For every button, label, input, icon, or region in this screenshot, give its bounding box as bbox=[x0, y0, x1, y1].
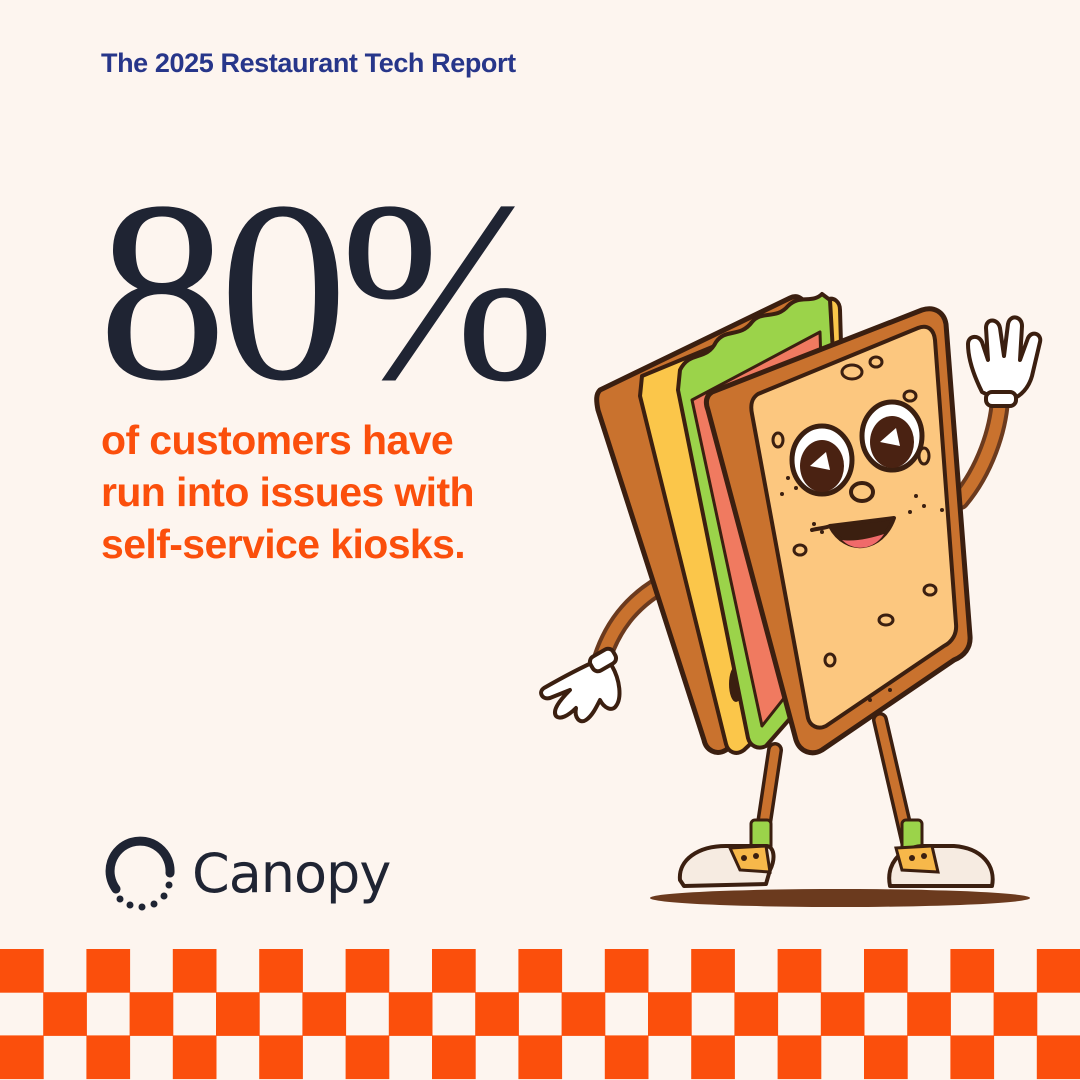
checker-square bbox=[86, 1035, 131, 1080]
checker-square bbox=[518, 1035, 563, 1080]
stat-caption-line: self-service kiosks. bbox=[101, 521, 466, 567]
checker-square bbox=[172, 1035, 217, 1080]
stat-value: 80% bbox=[98, 148, 555, 434]
checker-square bbox=[648, 992, 692, 1036]
checker-square bbox=[1036, 1035, 1080, 1080]
checker-square bbox=[993, 992, 1038, 1036]
checker-square bbox=[302, 992, 347, 1036]
left-glove-icon bbox=[539, 646, 622, 724]
checker-square bbox=[950, 949, 995, 993]
checker-square bbox=[86, 949, 131, 993]
checker-square bbox=[864, 949, 908, 993]
checker-square bbox=[604, 949, 649, 993]
checker-square bbox=[0, 1035, 44, 1080]
brand-name: Canopy bbox=[192, 841, 391, 905]
checker-square bbox=[259, 949, 303, 993]
checker-square bbox=[604, 1035, 649, 1080]
checkerboard-pattern bbox=[0, 949, 1080, 1080]
checker-square bbox=[475, 992, 519, 1036]
checker-square bbox=[345, 1035, 390, 1080]
checker-square bbox=[950, 1035, 995, 1080]
ground-shadow bbox=[650, 889, 1030, 907]
checker-square bbox=[432, 1035, 476, 1080]
checker-square bbox=[777, 1035, 822, 1080]
checker-square bbox=[1036, 949, 1080, 993]
checker-square bbox=[691, 949, 735, 993]
checker-square bbox=[172, 949, 217, 993]
stat-caption-line: of customers have bbox=[101, 417, 454, 463]
checker-square bbox=[864, 1035, 908, 1080]
checker-square bbox=[129, 992, 174, 1036]
checker-square bbox=[432, 949, 476, 993]
checker-square bbox=[691, 1035, 735, 1080]
checker-square bbox=[43, 992, 87, 1036]
checker-square bbox=[518, 949, 563, 993]
checker-square bbox=[907, 992, 951, 1036]
left-shoe-icon bbox=[677, 844, 776, 888]
checker-square bbox=[820, 992, 865, 1036]
right-glove-icon bbox=[966, 315, 1043, 408]
checker-square bbox=[259, 1035, 303, 1080]
canopy-logo-icon bbox=[105, 836, 175, 911]
stat-caption-line: run into issues with bbox=[101, 469, 475, 515]
bread-crumb-texture bbox=[771, 355, 938, 668]
checker-square bbox=[734, 992, 779, 1036]
sandwich-mascot-icon bbox=[539, 292, 1043, 907]
checker-square bbox=[388, 992, 433, 1036]
right-shoe-icon bbox=[887, 844, 995, 888]
mascot-eyes bbox=[789, 399, 925, 497]
checker-square bbox=[561, 992, 606, 1036]
checker-square bbox=[345, 949, 390, 993]
checker-square bbox=[777, 949, 822, 993]
brand-lockup: Canopy bbox=[100, 828, 391, 918]
stat-caption: of customers have run into issues with s… bbox=[101, 414, 541, 570]
checker-square bbox=[216, 992, 260, 1036]
report-title: The 2025 Restaurant Tech Report bbox=[101, 48, 516, 78]
checker-square bbox=[0, 949, 44, 993]
